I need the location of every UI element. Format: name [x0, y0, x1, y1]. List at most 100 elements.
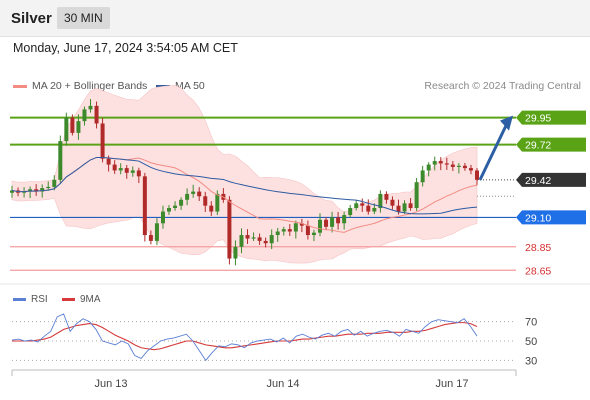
candle-body: [203, 196, 208, 206]
candle-body: [227, 199, 232, 259]
last-price-value: 29.42: [525, 175, 551, 187]
candle-body: [142, 176, 147, 236]
pivot-value: 29.10: [525, 212, 551, 224]
candle-body: [10, 190, 14, 193]
x-tick-label: Jun 14: [266, 378, 299, 390]
candle-body: [317, 219, 322, 233]
rsi-panel: 70 50 30: [11, 313, 537, 367]
rsi-tick-50: 50: [525, 336, 537, 348]
ma20-swatch-icon: [13, 84, 27, 88]
candle-body: [167, 208, 172, 212]
symbol-title: Silver: [11, 10, 52, 27]
forecast-arrow-shaft: [478, 124, 508, 181]
candle-body: [154, 223, 159, 241]
resistance-2-label: 29.95: [516, 110, 586, 125]
candle-body: [390, 199, 395, 206]
candle-body: [179, 199, 184, 206]
forecast-arrowhead: [500, 115, 513, 131]
candle-body: [185, 193, 190, 200]
candle-body: [209, 205, 214, 212]
candle-body: [94, 105, 99, 124]
candle-body: [311, 232, 316, 236]
forecast-arrow-icon: [478, 115, 513, 181]
candle-body: [46, 186, 51, 189]
x-tick-label: Jun 13: [94, 378, 127, 390]
candle-body: [40, 188, 45, 192]
candle-body: [64, 117, 69, 142]
candle-body: [160, 211, 165, 224]
candle-body: [136, 170, 141, 177]
resistance-1-label: 29.72: [516, 137, 586, 152]
candle-body: [118, 168, 123, 171]
pivot-label: 29.10: [516, 210, 586, 225]
resistance-2-value: 29.95: [525, 113, 551, 125]
candle-body: [76, 121, 81, 133]
candle-body: [420, 170, 425, 183]
candle-body: [106, 158, 111, 165]
candle-body: [378, 193, 383, 209]
resistance-1-tag-icon: [516, 137, 586, 152]
rsi-9ma-line: [12, 322, 478, 351]
price-levels: [10, 116, 516, 271]
candle-body: [215, 193, 220, 212]
candle-body: [444, 163, 449, 165]
candle-body: [342, 215, 347, 224]
candle-body: [173, 205, 178, 209]
last-price-label: 29.42: [516, 172, 586, 187]
candle-body: [305, 225, 310, 236]
candle-body: [402, 203, 407, 212]
x-axis: Jun 13 Jun 14 Jun 17: [11, 369, 517, 390]
candle-body: [287, 229, 292, 232]
support-1-label: 28.85: [525, 242, 551, 254]
legend-ma50-label: MA 50: [175, 80, 205, 92]
candle-body: [70, 117, 75, 133]
bollinger-band-area: [11, 85, 478, 264]
candle-body: [257, 237, 262, 241]
support-2-label: 28.65: [525, 265, 551, 277]
candle-body: [432, 161, 437, 165]
legend-rsi: RSI: [13, 294, 48, 305]
candle-body: [34, 189, 39, 192]
candle-body: [263, 240, 268, 244]
candle-body: [384, 193, 389, 200]
legend-ma20: MA 20 + Bollinger Bands: [13, 80, 147, 92]
candle-body: [275, 231, 280, 236]
candle-body: [366, 205, 371, 212]
candle-body: [408, 203, 413, 209]
candle-body: [414, 182, 419, 209]
legend-ma20-label: MA 20 + Bollinger Bands: [32, 80, 148, 92]
candle-body: [372, 208, 377, 212]
candle-body: [396, 205, 401, 212]
candle-body: [22, 191, 27, 193]
level-labels: 29.95 29.72 29.42 29.10 28.85 28.65: [516, 110, 586, 277]
candle-body: [324, 219, 329, 227]
candle-body: [348, 208, 353, 216]
candle-body: [475, 170, 479, 180]
candle-body: [450, 164, 455, 167]
candle-body: [456, 165, 461, 167]
interval-button[interactable]: 30 MIN: [57, 7, 110, 29]
rsi-swatch-icon: [13, 297, 26, 301]
legend-9ma: 9MA: [62, 294, 101, 305]
rsi-line: [11, 313, 478, 362]
resistance-1-value: 29.72: [525, 140, 551, 152]
candle-body: [462, 165, 467, 169]
candle-body: [360, 203, 365, 206]
candle-body: [438, 161, 443, 164]
candles: [10, 99, 479, 266]
candle-body: [468, 168, 473, 171]
candle-body: [88, 105, 93, 110]
candle-body: [82, 109, 87, 122]
candle-body: [130, 170, 135, 173]
candle-body: [148, 235, 153, 241]
pivot-tag-icon: [516, 210, 586, 225]
candle-body: [281, 229, 286, 232]
rsi-tick-30: 30: [525, 355, 537, 367]
candle-body: [426, 164, 431, 171]
candle-body: [269, 235, 274, 244]
9ma-swatch-icon: [62, 297, 75, 301]
copyright-label: Research © 2024 Trading Central: [424, 80, 581, 92]
candle-body: [245, 235, 250, 239]
resistance-2-tag-icon: [516, 110, 586, 125]
